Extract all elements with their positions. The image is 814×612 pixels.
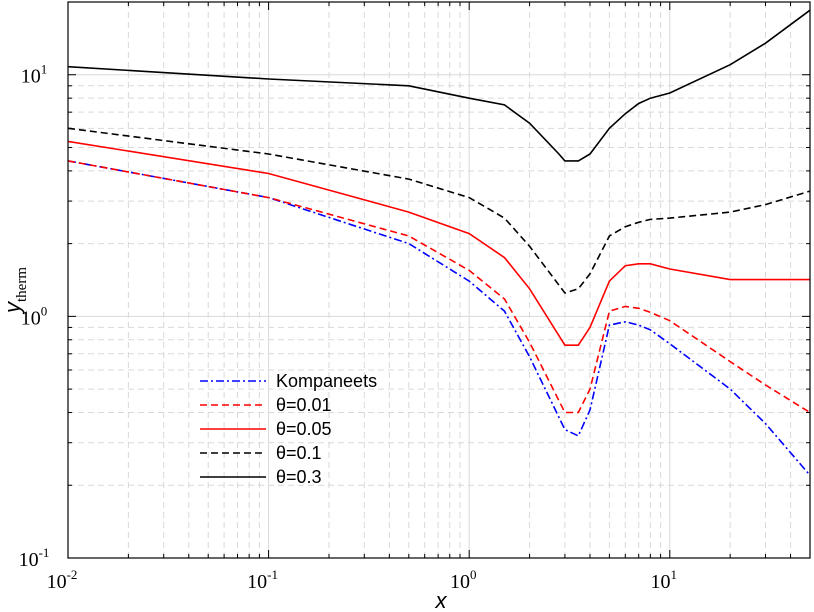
legend-label: θ=0.05 bbox=[276, 419, 332, 439]
y-tick-label: 101 bbox=[21, 62, 48, 88]
y-tick-base: 10 bbox=[21, 307, 41, 329]
y-tick-label: 100 bbox=[21, 303, 48, 329]
series-line-2 bbox=[68, 140, 810, 347]
x-tick-base: 10 bbox=[651, 571, 671, 593]
legend: Kompaneets θ=0.01 θ=0.05 θ=0.1 θ=0.3 bbox=[200, 371, 377, 487]
legend-label: θ=0.1 bbox=[276, 443, 322, 463]
x-tick-label: 101 bbox=[651, 567, 678, 593]
x-tick-base: 10 bbox=[247, 571, 267, 593]
y-tick-exp: -1 bbox=[39, 545, 50, 560]
plot-frame bbox=[67, 1, 811, 559]
x-axis-label: x bbox=[435, 588, 448, 612]
series-line-4 bbox=[68, 9, 810, 162]
x-tick-exp: 0 bbox=[470, 567, 477, 582]
y-tick-exp: 0 bbox=[41, 303, 48, 318]
legend-label: Kompaneets bbox=[276, 371, 377, 391]
x-tick-base: 10 bbox=[450, 571, 470, 593]
y-tick-base: 10 bbox=[21, 66, 41, 88]
legend-label: θ=0.01 bbox=[276, 395, 332, 415]
x-tick-exp: -1 bbox=[267, 567, 278, 582]
x-tick-base: 10 bbox=[47, 571, 67, 593]
series-layer bbox=[68, 9, 810, 476]
legend-label: θ=0.3 bbox=[276, 467, 322, 487]
series-line-1 bbox=[68, 160, 810, 414]
x-tick-label: 100 bbox=[450, 567, 477, 593]
grid bbox=[67, 1, 811, 559]
series-line-0 bbox=[68, 160, 810, 476]
y-tick-label: 10-1 bbox=[19, 545, 50, 571]
x-tick-label: 10-1 bbox=[247, 567, 278, 593]
x-tick-label: 10-2 bbox=[47, 567, 78, 593]
y-tick-base: 10 bbox=[19, 549, 39, 571]
y-tick-exp: 1 bbox=[41, 62, 48, 77]
x-tick-exp: -2 bbox=[67, 567, 78, 582]
series-line-3 bbox=[68, 127, 810, 294]
y-axis-label-sub: therm bbox=[14, 267, 30, 302]
y-axis-label: ytherm bbox=[0, 267, 30, 315]
svg-text:ytherm: ytherm bbox=[0, 267, 30, 315]
y-axis-label-main: y bbox=[0, 300, 25, 315]
x-tick-exp: 1 bbox=[671, 567, 678, 582]
